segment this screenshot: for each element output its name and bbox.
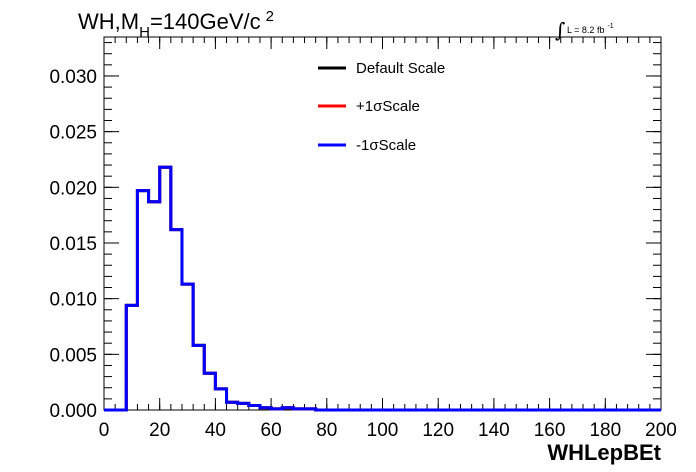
legend-entry-0: Default Scale [356,60,445,77]
x-tick-label: 120 [422,420,454,441]
chart-title-subscript: H [139,24,150,41]
y-tick-label: 0.020 [49,178,97,199]
x-tick-label: 160 [534,420,566,441]
y-tick-label: 0.010 [49,290,97,311]
series-line-2 [104,165,661,412]
y-tick-label: 0.005 [49,345,97,366]
legend-entry-1: +1σScale [356,98,420,115]
lumi-superscript: -1 [607,23,613,30]
series-lines [104,165,661,412]
x-tick-label: 0 [99,420,110,441]
y-tick-label: 0.025 [49,123,97,144]
y-tick-label: 0.000 [49,401,97,422]
x-tick-label: 80 [316,420,337,441]
chart-title-superscript: 2 [266,8,274,25]
lumi-label: L = 8.2 fb -1 [567,23,614,35]
x-tick-label: 60 [261,420,282,441]
chart-title-main: WH,M [78,9,139,34]
legend-entry-2: -1σScale [356,137,416,154]
x-tick-label: 140 [478,420,510,441]
x-tick-label: 40 [205,420,226,441]
y-tick-label: 0.015 [49,234,97,255]
lumi-text: L = 8.2 fb [567,25,604,35]
chart-title-rest: =140GeV/c [150,9,261,34]
chart-title: WH,MH=140GeV/c 2 [78,8,274,41]
y-tick-labels: 0.000 0.005 0.010 0.015 0.020 0.025 0.030 [49,67,97,422]
x-tick-label: 100 [367,420,399,441]
x-tick-label: 180 [589,420,621,441]
legend: Default Scale +1σScale -1σScale [318,60,445,154]
x-axis-label: WHLepBEt [547,440,661,465]
y-tick-label: 0.030 [49,67,97,88]
x-tick-label: 200 [645,420,677,441]
x-tick-labels: 0 20 40 60 80 100 120 140 160 180 200 [99,420,677,441]
x-tick-label: 20 [149,420,170,441]
lumi-integral-symbol: ∫ [555,18,565,42]
